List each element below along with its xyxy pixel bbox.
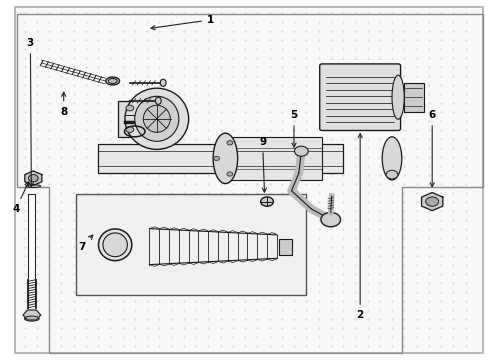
Ellipse shape <box>24 316 39 321</box>
Circle shape <box>386 170 398 179</box>
Circle shape <box>126 127 134 132</box>
Ellipse shape <box>213 133 238 184</box>
Bar <box>225 137 322 180</box>
Circle shape <box>294 146 308 156</box>
Ellipse shape <box>160 79 166 86</box>
Ellipse shape <box>125 88 189 149</box>
Polygon shape <box>421 193 443 211</box>
Bar <box>279 239 292 255</box>
Ellipse shape <box>143 105 171 132</box>
Bar <box>118 101 147 137</box>
Bar <box>404 83 423 112</box>
Circle shape <box>261 197 273 206</box>
Circle shape <box>227 141 233 145</box>
Text: 3: 3 <box>27 38 34 187</box>
Bar <box>76 194 306 295</box>
Ellipse shape <box>155 97 161 104</box>
Text: 5: 5 <box>291 110 297 147</box>
Circle shape <box>227 172 233 176</box>
Ellipse shape <box>392 75 404 119</box>
Ellipse shape <box>106 77 120 85</box>
FancyBboxPatch shape <box>319 64 401 131</box>
Ellipse shape <box>26 185 41 188</box>
Text: 8: 8 <box>60 92 67 117</box>
Text: 4: 4 <box>12 182 29 214</box>
Circle shape <box>28 175 38 182</box>
Ellipse shape <box>135 96 179 141</box>
Text: 1: 1 <box>151 15 214 30</box>
Text: 2: 2 <box>357 134 364 320</box>
Ellipse shape <box>98 229 132 261</box>
Circle shape <box>126 105 134 111</box>
Ellipse shape <box>103 233 127 257</box>
Ellipse shape <box>108 78 117 84</box>
Ellipse shape <box>382 137 402 180</box>
Polygon shape <box>25 171 42 185</box>
Circle shape <box>214 156 220 161</box>
Bar <box>98 144 343 173</box>
Circle shape <box>426 197 439 206</box>
Text: 9: 9 <box>259 137 267 192</box>
Circle shape <box>321 212 341 227</box>
Text: 7: 7 <box>78 235 93 252</box>
Text: 6: 6 <box>429 110 436 187</box>
Polygon shape <box>23 310 41 320</box>
